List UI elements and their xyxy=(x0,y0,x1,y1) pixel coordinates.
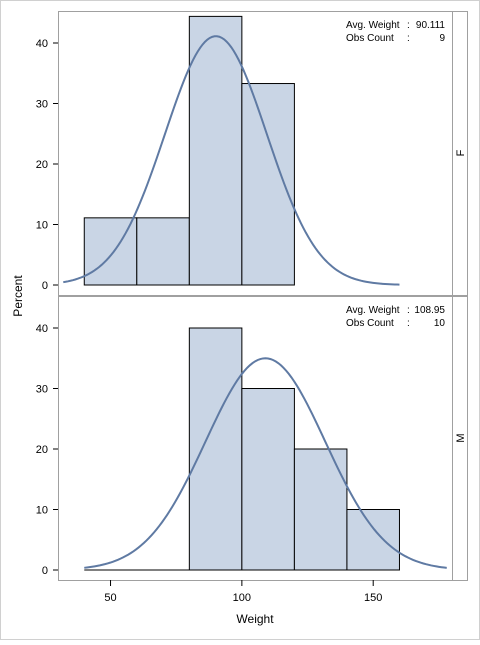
y-tick-label: 30 xyxy=(36,99,48,111)
y-tick-label: 40 xyxy=(36,323,48,335)
stat-label: Avg. Weight xyxy=(346,20,400,31)
stat-sep: : xyxy=(407,20,410,31)
panel-m-strip xyxy=(452,296,468,581)
y-tick-label: 0 xyxy=(42,280,48,292)
x-ticks-layer: 50 100 150 xyxy=(104,580,382,604)
y-axis-title: Percent xyxy=(11,275,25,317)
stat-value: 108.95 xyxy=(414,305,445,316)
stat-sep: : xyxy=(407,33,410,44)
stat-value: 90.111 xyxy=(416,20,446,31)
panel-f-strip-label: F xyxy=(455,149,467,156)
y-tick-label: 20 xyxy=(36,159,48,171)
normal-curve-f xyxy=(63,35,400,286)
histogram-bar-f xyxy=(241,83,295,286)
histogram-bar-m xyxy=(346,509,400,571)
panel-m-stats: Avg. Weight : 108.95 Obs Count : 10 xyxy=(346,305,445,329)
x-tick-label: 50 xyxy=(104,592,116,604)
x-tick-label: 100 xyxy=(233,592,251,604)
histogram-bar-f xyxy=(188,15,243,286)
histogram-bar-m xyxy=(293,448,348,571)
panel-f-stats: Avg. Weight : 90.111 Obs Count : 9 xyxy=(346,20,445,44)
curves-layer xyxy=(63,35,447,569)
y-tick-label: 0 xyxy=(42,565,48,577)
y-ticks-layer: 0 10 20 30 40 0 10 20 30 40 xyxy=(36,38,58,577)
stat-sep: : xyxy=(407,305,410,316)
bars-layer xyxy=(83,15,400,571)
stat-value: 10 xyxy=(434,318,446,329)
y-tick-label: 10 xyxy=(36,220,48,232)
x-tick-label: 150 xyxy=(364,592,382,604)
stat-label: Obs Count xyxy=(346,33,394,44)
stat-label: Avg. Weight xyxy=(346,305,400,316)
baselines-layer xyxy=(84,284,400,571)
histogram-bar-m xyxy=(188,327,243,571)
histogram-bar-m xyxy=(241,388,295,571)
stat-value: 9 xyxy=(439,33,445,44)
x-axis-title: Weight xyxy=(236,612,274,626)
y-tick-label: 30 xyxy=(36,384,48,396)
panel-m-strip-label: M xyxy=(455,433,467,442)
stat-label: Obs Count xyxy=(346,318,394,329)
y-tick-label: 20 xyxy=(36,444,48,456)
y-tick-label: 40 xyxy=(36,38,48,50)
y-tick-label: 10 xyxy=(36,505,48,517)
panel-f-strip xyxy=(452,11,468,296)
stat-sep: : xyxy=(407,318,410,329)
normal-curve-m xyxy=(84,357,447,569)
histogram-bar-f xyxy=(136,217,190,286)
